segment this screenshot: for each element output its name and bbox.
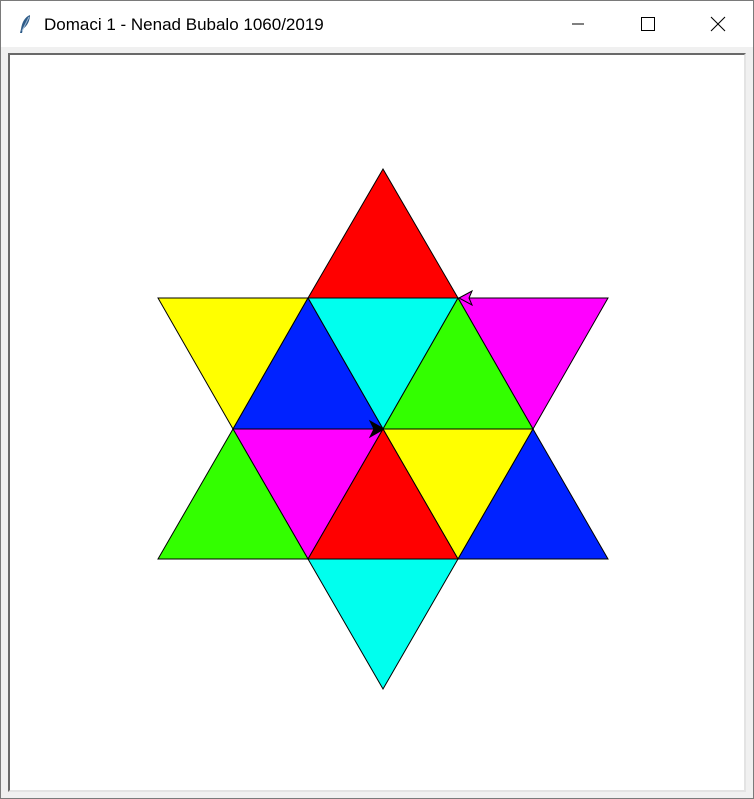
maximize-icon — [641, 17, 655, 31]
turtle-canvas[interactable] — [8, 53, 746, 792]
minimize-button[interactable] — [543, 1, 613, 47]
window-title: Domaci 1 - Nenad Bubalo 1060/2019 — [44, 15, 324, 34]
star-drawing — [157, 168, 609, 691]
triangle-bottom-right-blue — [457, 427, 609, 560]
minimize-icon — [572, 23, 584, 25]
feather-icon — [20, 15, 30, 33]
triangle-bottom-left-green — [157, 427, 309, 560]
close-button[interactable] — [683, 1, 753, 47]
turtle-cursor-black — [368, 419, 386, 439]
maximize-button[interactable] — [613, 1, 683, 47]
title-bar[interactable]: Domaci 1 - Nenad Bubalo 1060/2019 — [1, 1, 753, 47]
close-icon — [710, 16, 726, 32]
turtle-cursor-magenta — [457, 289, 474, 307]
triangle-top-red — [307, 168, 459, 299]
triangle-bottom-cyan — [307, 558, 459, 691]
